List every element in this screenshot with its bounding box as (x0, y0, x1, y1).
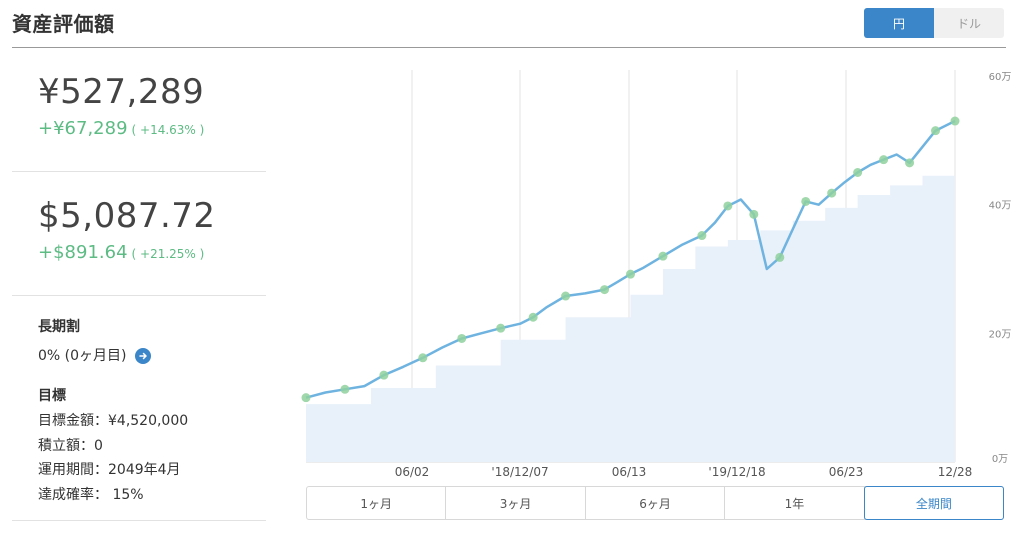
usd-change: +$891.64( +21.25% ) (38, 242, 204, 263)
data-point-marker (905, 158, 915, 168)
goal-period: 運用期間：2049年4月 (38, 462, 181, 478)
x-tick-label: 12/28 (938, 465, 973, 479)
tab-1-year[interactable]: 1年 (725, 487, 865, 519)
tab-all-period[interactable]: 全期間 (863, 486, 1005, 520)
data-point-marker (827, 188, 837, 198)
data-point-marker (496, 323, 506, 333)
y-tick-label: 60万 (989, 72, 1012, 83)
data-point-marker (658, 251, 668, 261)
data-point-marker (340, 384, 350, 394)
asset-chart-svg: 06/02 '18/12/07 06/13 '19/12/18 06/23 12/28 0万… (301, 70, 1012, 479)
data-point-marker (600, 285, 610, 295)
x-tick-label: 06/23 (829, 465, 864, 479)
data-point-marker (626, 269, 635, 279)
data-point-marker (301, 393, 311, 403)
summary-divider (12, 295, 266, 296)
data-point-marker (723, 201, 733, 211)
jpy-change-percent: ( +14.63% ) (131, 123, 205, 137)
x-tick-label: 06/02 (395, 465, 430, 479)
page-title: 資産評価額 (12, 12, 115, 36)
goal-contribution: 積立額：0 (38, 438, 103, 454)
x-tick-label: '18/12/07 (491, 465, 548, 479)
usd-change-percent: ( +21.25% ) (131, 247, 205, 261)
usd-total-value: $5,087.72 (38, 196, 216, 236)
currency-toggle[interactable]: 円 ドル (864, 8, 1004, 38)
panel-bottom-divider (12, 520, 266, 521)
period-tabs[interactable]: 1ヶ月 3ヶ月 6ヶ月 1年 全期間 (306, 486, 1005, 520)
currency-jpy-button[interactable]: 円 (864, 8, 934, 38)
data-point-marker (749, 209, 759, 219)
x-tick-label: 06/13 (612, 465, 647, 479)
header-divider (12, 47, 1006, 48)
data-point-marker (457, 333, 467, 343)
data-point-marker (775, 252, 785, 262)
data-point-marker (879, 155, 889, 165)
asset-chart: 06/02 '18/12/07 06/13 '19/12/18 06/23 12/28 0万… (300, 70, 1020, 480)
contribution-area (306, 166, 955, 463)
currency-usd-button[interactable]: ドル (934, 8, 1004, 38)
x-tick-label: '19/12/18 (708, 465, 765, 479)
data-point-marker (379, 370, 389, 380)
data-point-marker (697, 231, 707, 241)
data-point-marker (801, 196, 811, 206)
data-point-marker (950, 116, 960, 126)
jpy-change-amount: +¥67,289 (38, 118, 128, 139)
y-tick-label: 20万 (989, 329, 1012, 340)
data-point-marker (853, 168, 863, 177)
y-tick-label: 40万 (989, 201, 1012, 212)
data-point-marker (528, 312, 538, 322)
long-term-discount-value: 0% (0ヶ月目) (38, 348, 127, 364)
arrow-right-icon[interactable] (134, 348, 151, 364)
data-point-marker (931, 126, 941, 136)
goal-target-amount: 目標金額：¥4,520,000 (38, 413, 189, 429)
long-term-discount-row: 0% (0ヶ月目) (38, 345, 151, 365)
jpy-total-value: ¥527,289 (38, 72, 205, 112)
tab-3-months[interactable]: 3ヶ月 (446, 487, 586, 519)
goal-label: 目標 (38, 388, 66, 404)
tab-1-month[interactable]: 1ヶ月 (307, 487, 447, 519)
data-point-marker (561, 291, 571, 301)
goal-probability: 達成確率： 15% (38, 487, 144, 503)
y-tick-label: 0万 (992, 454, 1008, 465)
usd-change-amount: +$891.64 (38, 242, 128, 263)
long-term-discount-label: 長期割 (38, 319, 80, 335)
data-point-marker (418, 353, 428, 363)
jpy-change: +¥67,289( +14.63% ) (38, 118, 204, 139)
tab-6-months[interactable]: 6ヶ月 (586, 487, 726, 519)
summary-divider (12, 171, 266, 172)
